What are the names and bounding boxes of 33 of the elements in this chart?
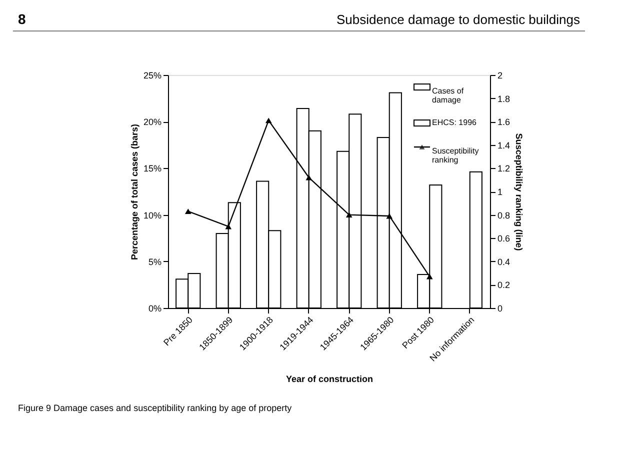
caption: Figure 9 Damage cases and susceptibility ranking by age of property <box>18 403 292 413</box>
y-tick-label: 25% <box>143 70 162 80</box>
y2-tick-label: 2 <box>498 70 503 80</box>
y2-tick-label: 0.4 <box>498 256 510 267</box>
y-tick-label: 0% <box>148 304 162 314</box>
point <box>184 208 192 214</box>
point <box>346 212 352 218</box>
text: Subsidence damage to domestic buildings <box>336 12 580 27</box>
point <box>225 224 232 230</box>
point <box>386 213 393 219</box>
y-axis-title: Percentage of total cases (bars) <box>129 124 140 260</box>
y2-tick-label: 1 <box>498 187 503 197</box>
legend-label: Cases of damage <box>432 86 464 104</box>
y-tick-label: 10% <box>143 210 162 220</box>
legend-label: EHCS: 1996 <box>432 118 478 127</box>
point <box>306 174 312 180</box>
y2-tick-label: 1.6 <box>498 117 510 128</box>
y-tick-label: 15% <box>143 164 162 174</box>
y2-tick-label: 0.8 <box>498 210 510 220</box>
y2-tick-label: 0.2 <box>498 280 510 290</box>
point <box>426 274 433 280</box>
y2-axis-title: Susceptibility ranking (line) <box>514 133 524 251</box>
x-axis-title: Year of construction <box>286 374 374 384</box>
point <box>265 118 272 124</box>
y-tick-label: 20% <box>143 117 162 128</box>
y2-tick-label: 0.6 <box>498 234 510 244</box>
text: 8 <box>18 11 26 27</box>
y2-tick-label: 0 <box>498 304 503 314</box>
y2-tick-label: 1.8 <box>498 94 510 104</box>
legend-label: Susceptibility ranking <box>432 146 479 164</box>
y2-tick-label: 1.4 <box>498 140 510 150</box>
y-tick-label: 5% <box>148 256 162 267</box>
y2-tick-label: 1.2 <box>498 164 510 174</box>
